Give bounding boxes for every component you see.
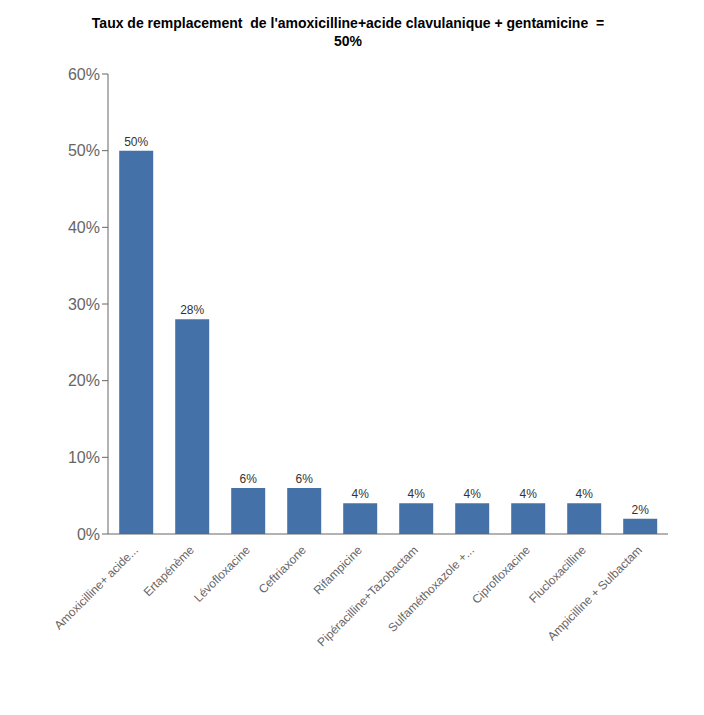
svg-text:4%: 4%: [520, 487, 538, 501]
svg-text:10%: 10%: [68, 449, 100, 466]
svg-text:Ceftriaxone: Ceftriaxone: [256, 543, 310, 597]
svg-text:Sulfaméthoxazole +...: Sulfaméthoxazole +...: [385, 543, 477, 635]
svg-text:0%: 0%: [77, 526, 100, 543]
svg-text:Amoxicilline+ acide...: Amoxicilline+ acide...: [52, 543, 141, 632]
html-text:Taux de remplacement de l'amox: Taux de remplacement de l'amoxicilline+a…: [91, 15, 605, 31]
svg-text:6%: 6%: [240, 472, 258, 486]
svg-text:Ertapénème: Ertapénème: [141, 543, 197, 599]
svg-text:Pipéracilline+Tazobactam: Pipéracilline+Tazobactam: [315, 543, 421, 649]
svg-text:4%: 4%: [464, 487, 482, 501]
svg-text:50%: 50%: [124, 135, 148, 149]
svg-text:4%: 4%: [408, 487, 426, 501]
svg-text:6%: 6%: [296, 472, 314, 486]
svg-text:40%: 40%: [68, 219, 100, 236]
svg-text:4%: 4%: [576, 487, 594, 501]
svg-text:28%: 28%: [180, 303, 204, 317]
svg-text:4%: 4%: [352, 487, 370, 501]
svg-text:50%: 50%: [68, 142, 100, 159]
svg-text:60%: 60%: [68, 66, 100, 83]
svg-text:Rifampicine: Rifampicine: [311, 543, 365, 597]
svg-text:Ciprofloxacine: Ciprofloxacine: [469, 543, 533, 607]
svg-text:Lévofloxacine: Lévofloxacine: [191, 543, 253, 605]
html-text:50%: 50%: [334, 33, 362, 49]
svg-text:20%: 20%: [68, 372, 100, 389]
svg-text:30%: 30%: [68, 296, 100, 313]
svg-text:Ampicilline + Sulbactam: Ampicilline + Sulbactam: [545, 543, 645, 643]
svg-text:2%: 2%: [632, 503, 650, 517]
svg-text:Flucloxacilline: Flucloxacilline: [526, 543, 589, 606]
